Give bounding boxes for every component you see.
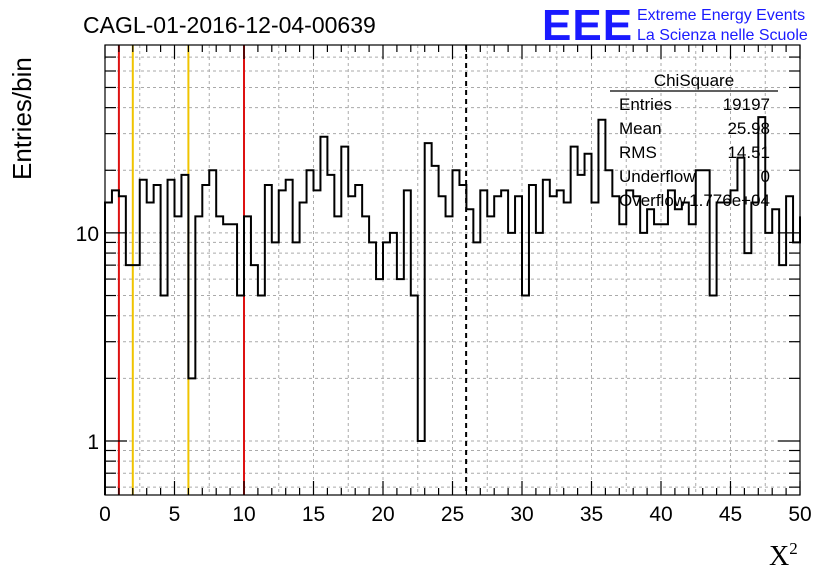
x-axis-label-main: X xyxy=(769,541,789,572)
x-tick-label: 35 xyxy=(580,503,603,526)
histogram-series xyxy=(104,116,801,495)
axis-ticks xyxy=(104,45,801,495)
y-tick-label: 1 xyxy=(87,431,99,454)
stats-value-mean: 25.98 xyxy=(727,119,770,138)
stats-value-underflow: 0 xyxy=(761,167,770,186)
stats-label-overflow: Overflow xyxy=(619,191,687,210)
y-axis-label: Entries/bin xyxy=(7,57,37,180)
x-axis-label-sup: 2 xyxy=(789,539,798,558)
stats-label-entries: Entries xyxy=(619,95,672,114)
x-tick-label: 5 xyxy=(169,503,181,526)
x-tick-label: 25 xyxy=(441,503,464,526)
x-axis-label: X2 xyxy=(769,539,798,572)
brand-line-2: La Scienza nelle Scuole xyxy=(637,27,808,44)
vertical-markers xyxy=(117,45,468,495)
stats-title: ChiSquare xyxy=(654,71,734,90)
stats-label-rms: RMS xyxy=(619,143,657,162)
brand-line-1: Extreme Energy Events xyxy=(637,7,805,24)
eee-logo: EEE xyxy=(542,1,633,50)
x-tick-labels: 0 5 10 15 20 25 30 35 40 45 50 xyxy=(99,503,812,526)
grid-lines xyxy=(105,45,800,495)
y-tick-label: 10 xyxy=(76,223,99,246)
stats-label-mean: Mean xyxy=(619,119,662,138)
x-tick-label: 0 xyxy=(99,503,111,526)
x-tick-label: 15 xyxy=(302,503,325,526)
stats-box: ChiSquare Entries 19197 Mean 25.98 RMS 14.51 U… xyxy=(610,71,778,210)
stats-rows: Entries 19197 Mean 25.98 RMS 14.51 Underflow 0 O… xyxy=(619,95,770,210)
stats-value-rms: 14.51 xyxy=(727,143,770,162)
x-tick-label: 50 xyxy=(788,503,811,526)
x-tick-label: 10 xyxy=(232,503,255,526)
stats-value-entries: 19197 xyxy=(723,95,770,114)
run-title: CAGL-01-2016-12-04-00639 xyxy=(83,12,376,38)
x-tick-label: 20 xyxy=(371,503,394,526)
y-tick-labels: 1 10 xyxy=(76,223,99,454)
stats-value-overflow: 1.776e+04 xyxy=(689,191,770,210)
stats-label-underflow: Underflow xyxy=(619,167,696,186)
x-tick-label: 30 xyxy=(510,503,533,526)
x-tick-label: 40 xyxy=(649,503,672,526)
x-tick-label: 45 xyxy=(719,503,742,526)
